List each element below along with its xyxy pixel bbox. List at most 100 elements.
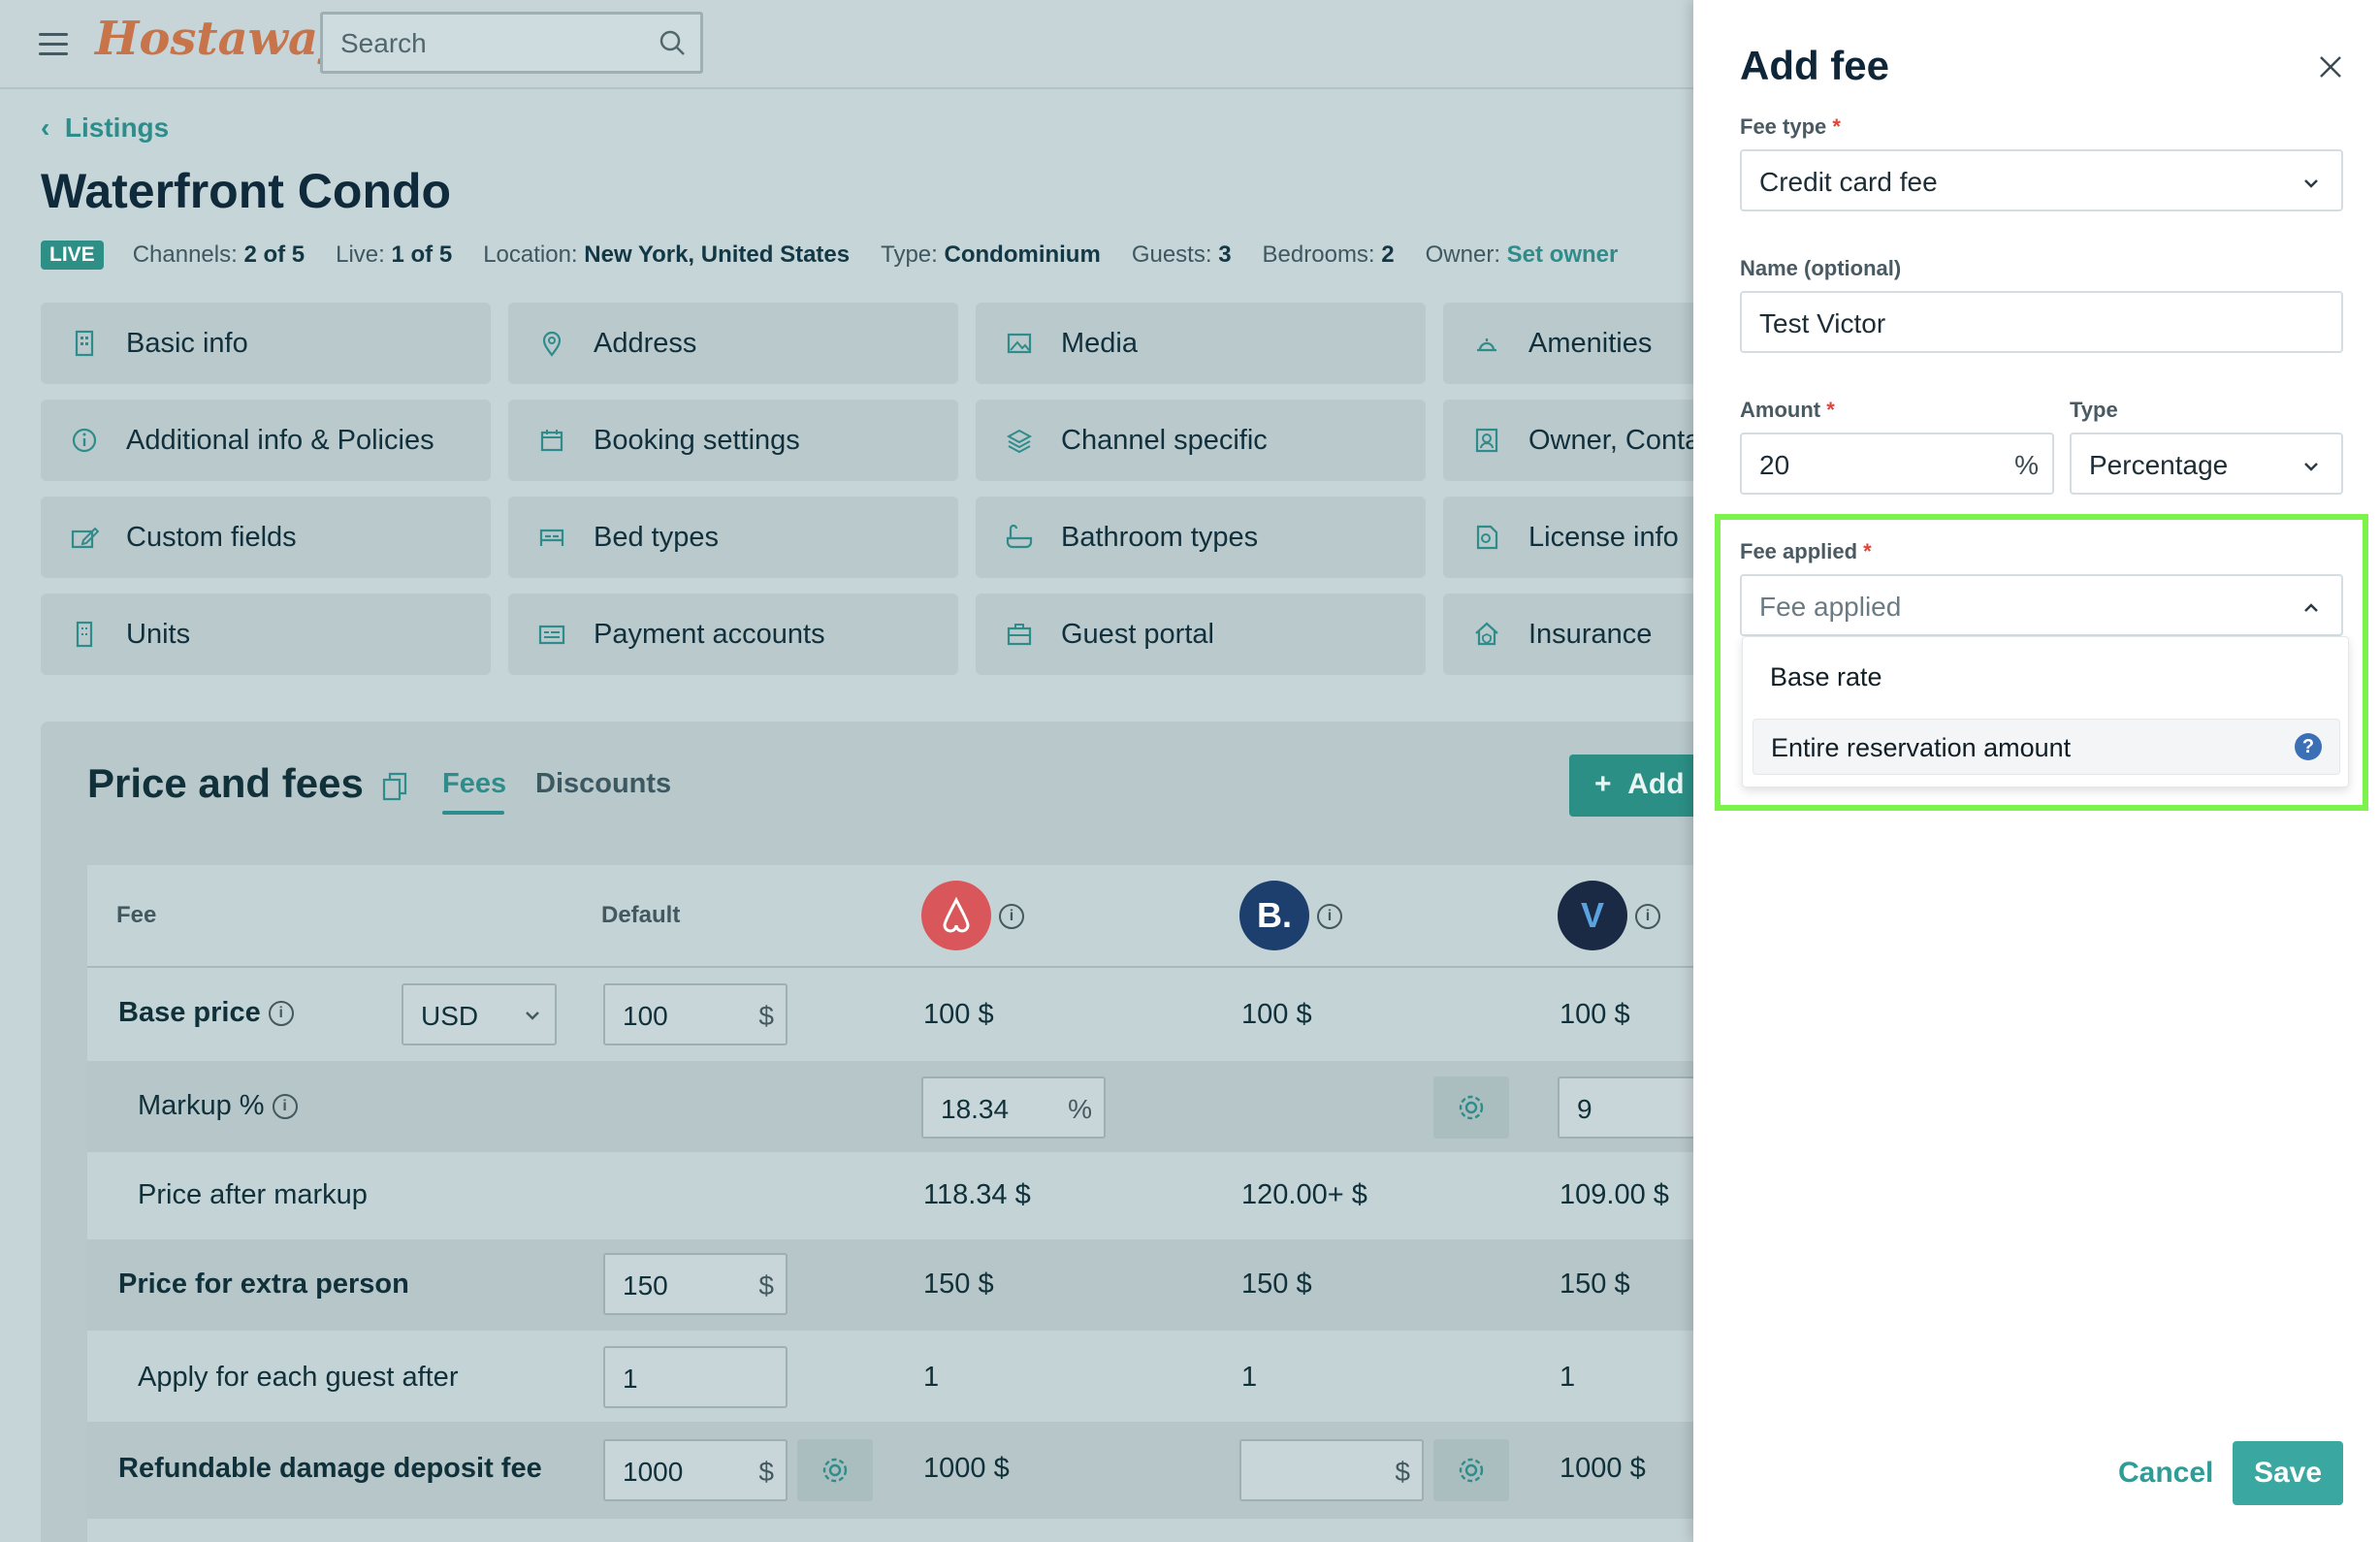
calendar-icon: [540, 430, 563, 452]
info-icon[interactable]: i: [1317, 904, 1342, 929]
nav-card-payment-accounts[interactable]: Payment accounts: [508, 594, 958, 675]
meta-bedrooms: Bedrooms: 2: [1262, 241, 1395, 268]
column-header-default: Default: [601, 902, 681, 928]
table-row-price-after-markup: Price after markup 118.34 $ 120.00+ $ 10…: [87, 1152, 1695, 1239]
row-label: Price for extra person: [118, 1269, 409, 1300]
meta-location: Location: New York, United States: [483, 241, 851, 268]
set-owner-link[interactable]: Set owner: [1506, 241, 1619, 268]
gear-icon: [1459, 1458, 1484, 1483]
layers-icon: [1006, 429, 1033, 454]
chevron-down-icon: [2304, 463, 2318, 471]
nav-card-units[interactable]: Units: [41, 594, 491, 675]
info-icon[interactable]: i: [999, 904, 1024, 929]
cancel-button[interactable]: Cancel: [2118, 1457, 2214, 1489]
vrbo-markup-input[interactable]: 9: [1558, 1076, 1695, 1139]
settings-button[interactable]: [1433, 1076, 1509, 1139]
status-badge: LIVE: [41, 241, 104, 270]
map-pin-icon: [542, 331, 562, 357]
settings-button[interactable]: [797, 1439, 873, 1501]
nav-card-label: Booking settings: [594, 424, 800, 456]
nav-card-label: Custom fields: [126, 521, 297, 553]
add-button[interactable]: + Add: [1569, 755, 1695, 817]
contact-icon: [1475, 428, 1498, 453]
nav-card-owner-contact[interactable]: Owner, Conta: [1443, 400, 1695, 481]
nav-card-insurance[interactable]: Insurance: [1443, 594, 1695, 675]
fee-type-label: Fee type *: [1740, 114, 1841, 139]
option-base-rate[interactable]: Base rate: [1770, 662, 1882, 691]
table-row-extra-person: Price for extra person 150 $ 150 $ 150 $ …: [87, 1239, 1695, 1331]
settings-button[interactable]: [1433, 1439, 1509, 1501]
currency-select[interactable]: USD: [402, 983, 557, 1045]
nav-card-amenities[interactable]: Amenities: [1443, 303, 1695, 384]
nav-card-license-info[interactable]: License info: [1443, 497, 1695, 578]
airbnb-value: 150 $: [923, 1269, 994, 1300]
nav-card-media[interactable]: Media: [976, 303, 1426, 384]
help-icon[interactable]: ?: [2295, 733, 2322, 760]
extra-person-input[interactable]: 150 $: [603, 1253, 788, 1315]
nav-card-bathroom-types[interactable]: Bathroom types: [976, 497, 1426, 578]
booking-deposit-input[interactable]: $: [1239, 1439, 1424, 1501]
row-label: Refundable damage deposit fee: [118, 1453, 542, 1484]
nav-card-label: Basic info: [126, 327, 248, 359]
option-entire-reservation-amount[interactable]: Entire reservation amount ?: [1753, 719, 2340, 775]
airbnb-value: 118.34 $: [923, 1179, 1031, 1210]
info-icon[interactable]: i: [1635, 904, 1660, 929]
nav-card-custom-fields[interactable]: Custom fields: [41, 497, 491, 578]
nav-card-label: Channel specific: [1061, 424, 1268, 456]
meta-owner: Owner: Set owner: [1425, 241, 1619, 268]
amount-label: Amount *: [1740, 398, 1835, 422]
type-select[interactable]: Percentage: [2070, 433, 2343, 495]
copy-icon[interactable]: [380, 770, 409, 803]
briefcase-icon: [1007, 624, 1032, 646]
nav-card-channel-specific[interactable]: Channel specific: [976, 400, 1426, 481]
nav-card-label: Insurance: [1528, 618, 1653, 650]
top-bar: Hostaway Search: [0, 0, 1695, 89]
page-title: Waterfront Condo: [41, 164, 452, 218]
table-row-markup: Markup % i 18.34% 9: [87, 1061, 1695, 1152]
info-icon: [72, 428, 97, 453]
vrbo-value: 109.00 $: [1560, 1179, 1669, 1210]
back-to-listings-link[interactable]: ‹ Listings: [41, 112, 170, 143]
deposit-input[interactable]: 1000 $: [603, 1439, 788, 1501]
fee-applied-dropdown: Base rate Entire reservation amount ?: [1742, 636, 2349, 787]
tab-fees[interactable]: Fees: [442, 768, 507, 799]
info-icon[interactable]: i: [272, 1094, 298, 1120]
nav-card-additional-info[interactable]: Additional info & Policies: [41, 400, 491, 481]
building-icon: [75, 330, 94, 357]
back-label: Listings: [64, 112, 170, 143]
row-label: Price after markup: [138, 1179, 368, 1210]
nav-card-guest-portal[interactable]: Guest portal: [976, 594, 1426, 675]
info-icon[interactable]: i: [268, 1001, 294, 1027]
menu-icon[interactable]: [39, 33, 68, 56]
close-icon[interactable]: [2316, 52, 2345, 81]
nav-card-label: Guest portal: [1061, 618, 1214, 650]
nav-card-address[interactable]: Address: [508, 303, 958, 384]
amount-input[interactable]: 20%: [1740, 433, 2054, 495]
logo[interactable]: Hostaway: [95, 12, 345, 66]
vrbo-value: 150 $: [1560, 1269, 1630, 1300]
airbnb-logo-icon: [921, 881, 991, 950]
nav-card-basic-info[interactable]: Basic info: [41, 303, 491, 384]
name-input[interactable]: Test Victor: [1740, 291, 2343, 353]
drawer-title: Add fee: [1740, 43, 1890, 88]
bell-icon: [1477, 338, 1496, 352]
save-button[interactable]: Save: [2233, 1441, 2343, 1505]
tab-discounts[interactable]: Discounts: [535, 768, 672, 799]
meta-channels: Channels: 2 of 5: [132, 241, 306, 268]
booking-value: 1: [1241, 1362, 1258, 1393]
airbnb-markup-input[interactable]: 18.34%: [921, 1076, 1106, 1139]
chevron-down-icon: [2304, 179, 2318, 188]
search-input[interactable]: Search: [320, 12, 703, 74]
base-price-input[interactable]: 100 $: [603, 983, 788, 1045]
name-label: Name (optional): [1740, 256, 1902, 280]
nav-card-booking-settings[interactable]: Booking settings: [508, 400, 958, 481]
airbnb-value: 100 $: [923, 999, 994, 1030]
meta-live: Live: 1 of 5: [336, 241, 453, 268]
guest-after-input[interactable]: 1: [603, 1346, 788, 1408]
row-label: Base price i: [118, 997, 294, 1029]
nav-card-bed-types[interactable]: Bed types: [508, 497, 958, 578]
listing-page: Hostaway Search ‹ Listings Waterfront Co…: [0, 0, 1695, 1542]
fee-applied-select[interactable]: Fee applied: [1740, 574, 2343, 636]
nav-card-label: Media: [1061, 327, 1138, 359]
fee-type-select[interactable]: Credit card fee: [1740, 149, 2343, 211]
